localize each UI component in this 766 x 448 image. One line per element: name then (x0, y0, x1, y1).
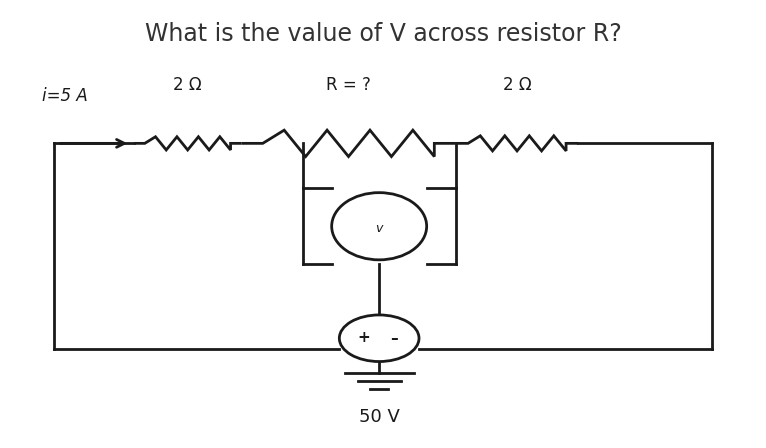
Text: 2 Ω: 2 Ω (502, 76, 532, 94)
Ellipse shape (332, 193, 427, 260)
Ellipse shape (339, 315, 419, 362)
Text: R = ?: R = ? (326, 76, 371, 94)
Text: +: + (358, 330, 370, 345)
Text: v: v (375, 222, 383, 235)
Text: What is the value of V across resistor R?: What is the value of V across resistor R… (145, 22, 621, 47)
Text: –: – (391, 331, 398, 346)
Text: 50 V: 50 V (358, 408, 400, 426)
Text: i=5 A: i=5 A (42, 87, 88, 105)
Text: 2 Ω: 2 Ω (173, 76, 202, 94)
